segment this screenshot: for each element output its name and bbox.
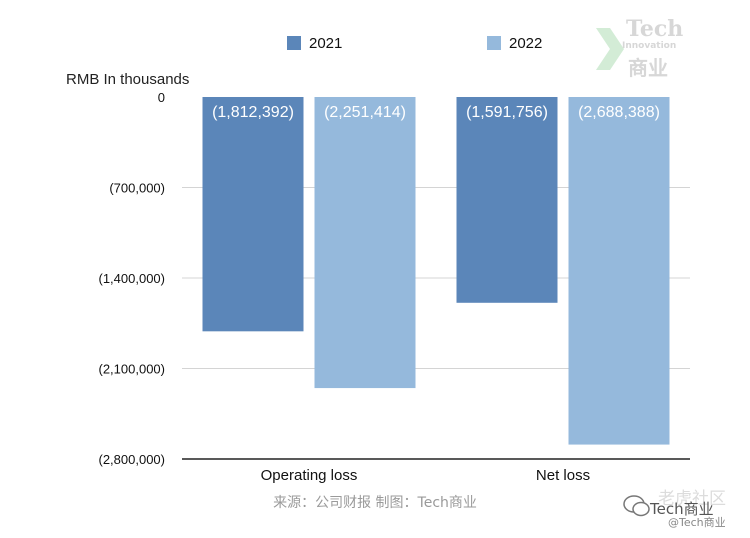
- logo-text-business: 商业: [628, 56, 668, 80]
- tech-business-logo: Tech Innovation 商业: [592, 14, 702, 84]
- bar-value-label: (1,591,756): [466, 104, 548, 121]
- y-axis-label: RMB In thousands: [66, 71, 189, 88]
- y-tick-label: (2,800,000): [99, 452, 166, 467]
- bar-2021-operating-loss: [202, 97, 304, 332]
- chevron-logo-icon: [596, 28, 624, 70]
- bar-2022-net-loss: [568, 97, 670, 445]
- y-tick-label: (2,100,000): [99, 362, 166, 377]
- bar-value-label: (2,251,414): [324, 104, 406, 121]
- watermark-brand: Tech商业: [650, 500, 714, 518]
- y-tick-label: (1,400,000): [99, 271, 166, 286]
- wechat-icon: [623, 495, 650, 517]
- bar-2022-operating-loss: [314, 97, 416, 389]
- watermark-handle: @Tech商业: [668, 516, 726, 529]
- wechat-watermark: 老虎社区 Tech商业 @Tech商业: [614, 482, 750, 532]
- y-tick-label: (700,000): [109, 181, 165, 196]
- legend-swatch-2021: [287, 36, 301, 50]
- x-tick-label: Net loss: [536, 467, 590, 484]
- legend-swatch-2022: [487, 36, 501, 50]
- legend-label-2022: 2022: [509, 35, 542, 52]
- bar-2021-net-loss: [456, 97, 558, 303]
- watermark-community: 老虎社区: [658, 489, 726, 509]
- logo-text-tech: Tech: [626, 16, 684, 42]
- bar-value-label: (2,688,388): [578, 104, 660, 121]
- y-tick-label: 0: [158, 90, 165, 105]
- x-tick-label: Operating loss: [261, 467, 358, 484]
- legend-label-2021: 2021: [309, 35, 342, 52]
- source-caption: 来源：公司财报 制图：Tech商业: [273, 495, 477, 511]
- bar-value-label: (1,812,392): [212, 104, 294, 121]
- logo-text-innovation: Innovation: [622, 41, 677, 51]
